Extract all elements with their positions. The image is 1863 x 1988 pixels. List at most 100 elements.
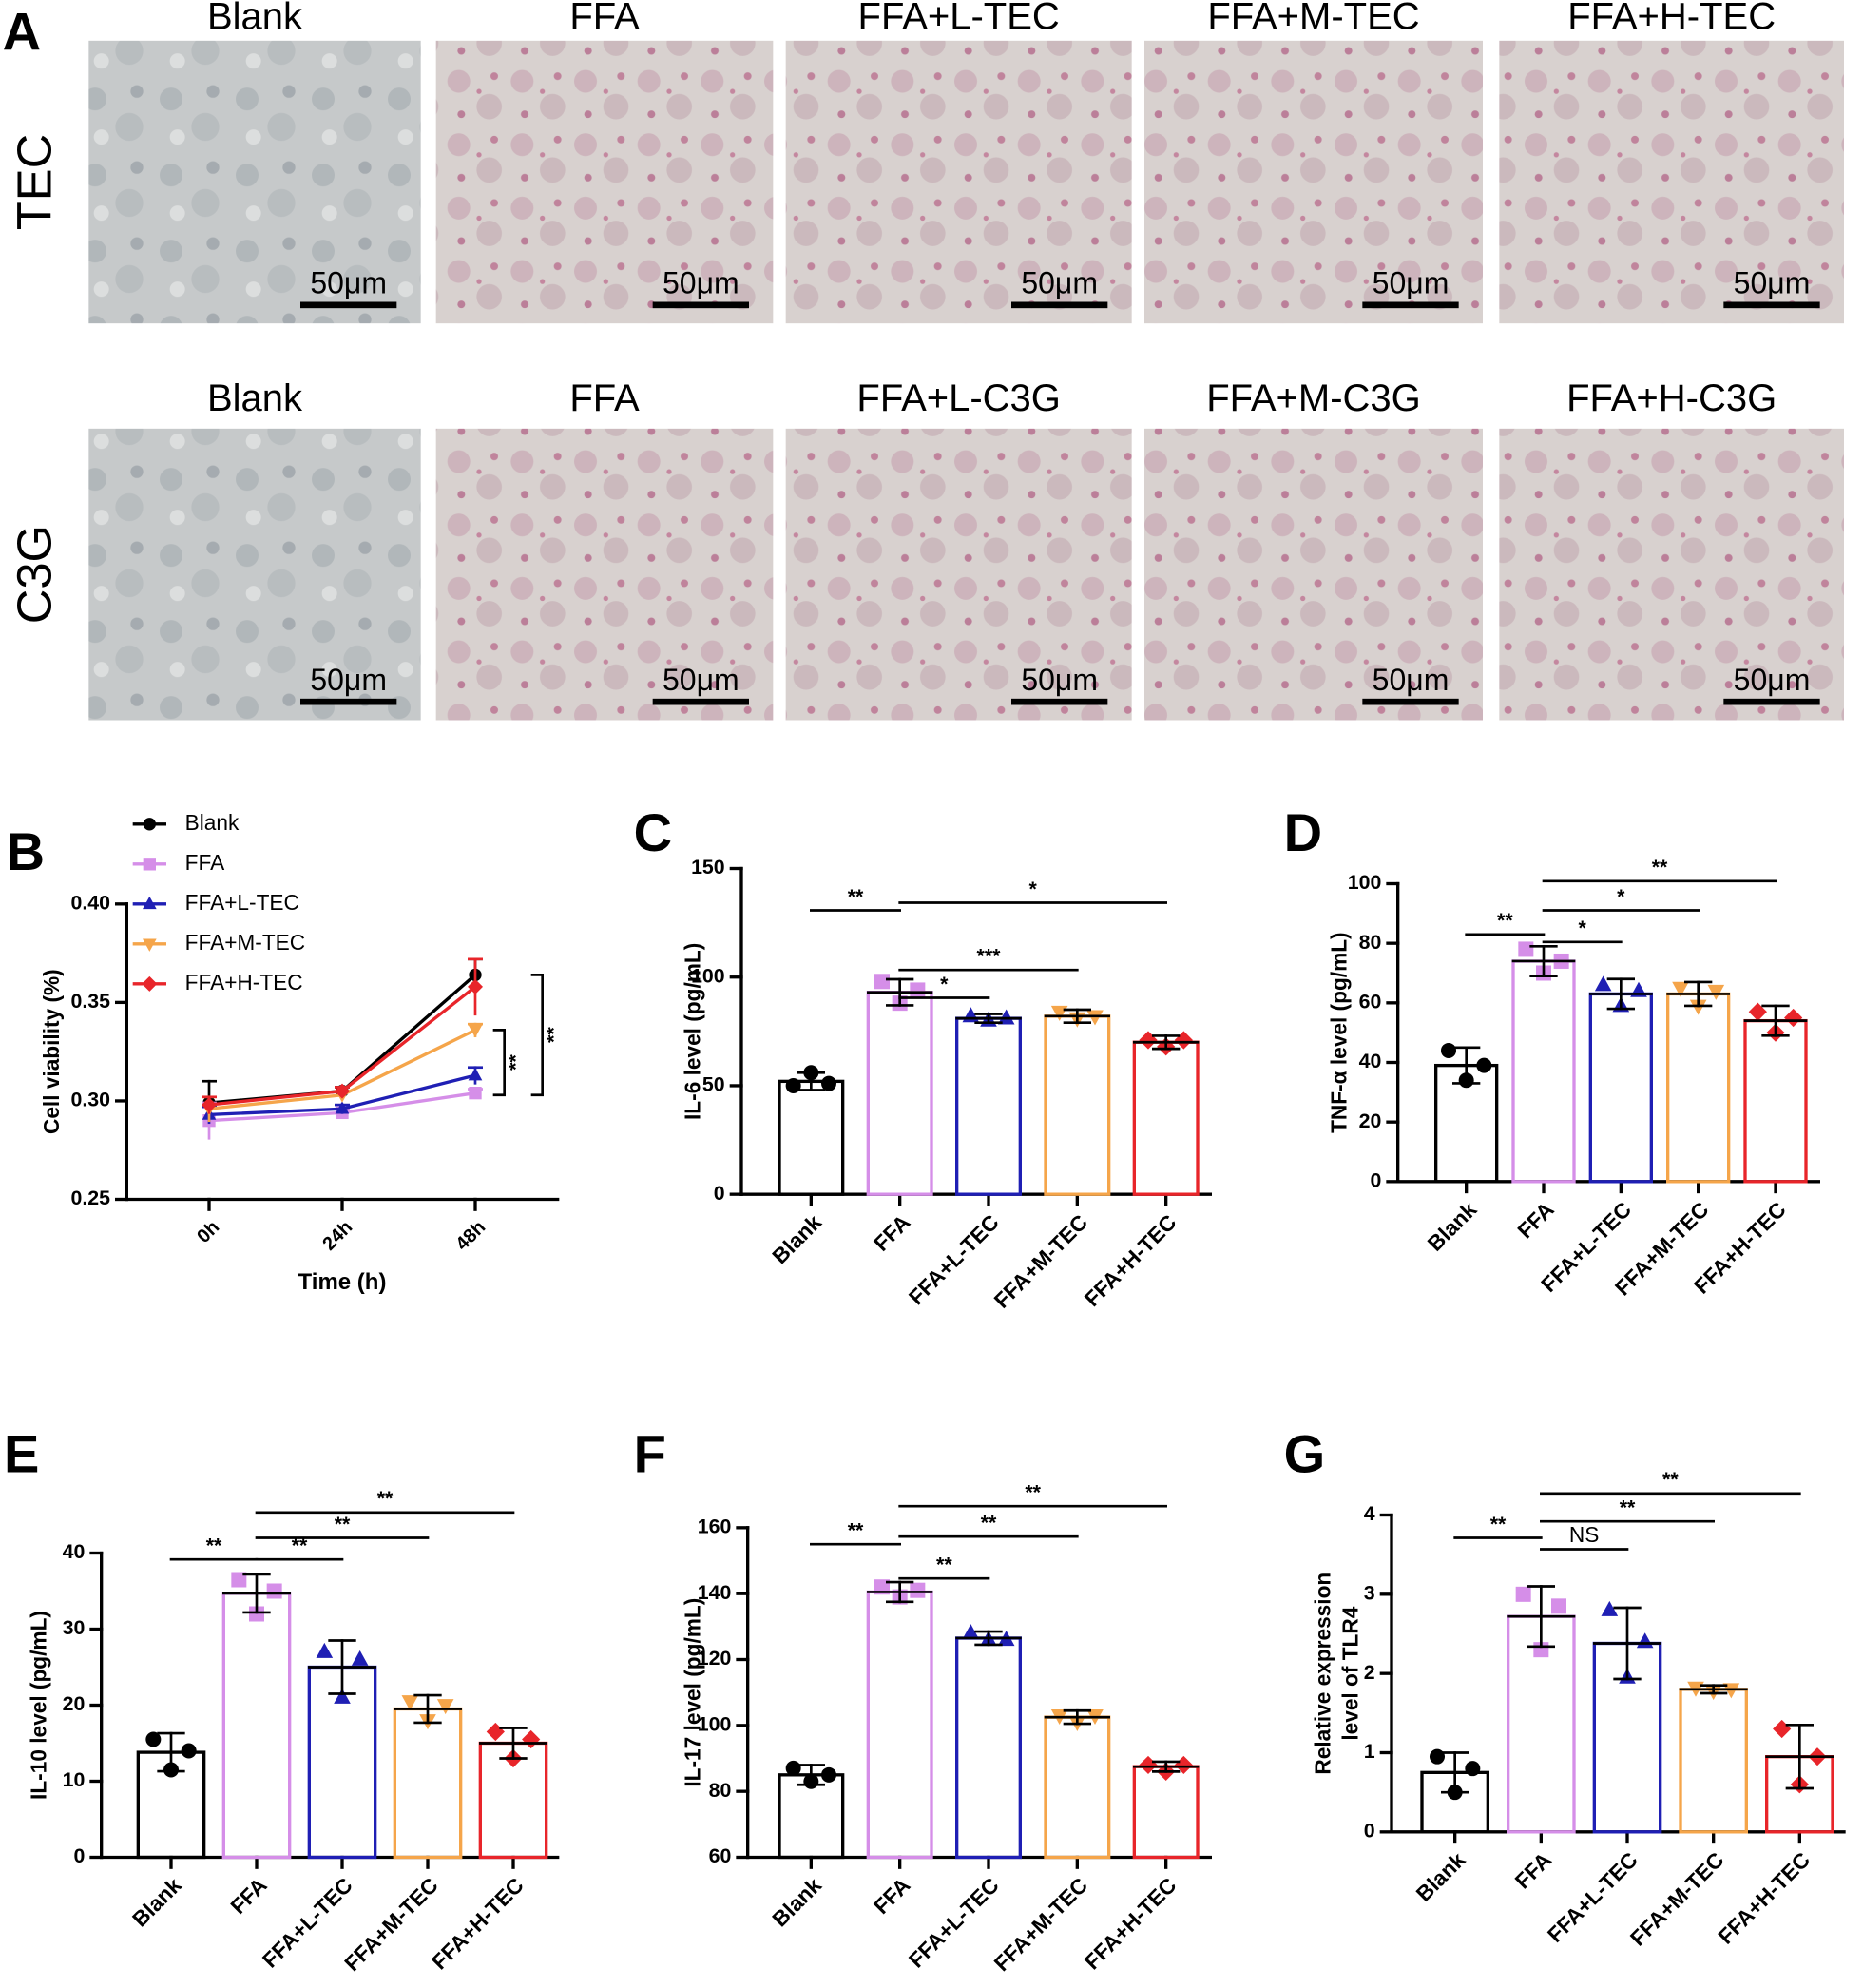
significance-label: ** bbox=[335, 1513, 351, 1535]
x-tick-label: 0h bbox=[193, 1217, 223, 1247]
bar bbox=[866, 1590, 933, 1860]
scale-bar bbox=[1362, 301, 1459, 309]
x-tick-label: FFA bbox=[1509, 1847, 1556, 1894]
marker bbox=[143, 896, 157, 910]
marker bbox=[1174, 1031, 1193, 1050]
marker bbox=[202, 1097, 217, 1113]
marker bbox=[335, 1083, 350, 1099]
marker bbox=[316, 1642, 334, 1658]
bar bbox=[1679, 1688, 1748, 1834]
significance-label: NS bbox=[1569, 1522, 1599, 1547]
marker bbox=[1672, 981, 1689, 997]
panel-label: A bbox=[3, 1, 41, 61]
micrograph bbox=[88, 428, 421, 721]
marker bbox=[1636, 1632, 1654, 1649]
column-label: FFA+L-C3G bbox=[856, 377, 1061, 419]
marker bbox=[821, 1075, 836, 1091]
y-tick-label: 20 bbox=[63, 1692, 86, 1715]
bar bbox=[1132, 1040, 1200, 1196]
y-tick-label: 0 bbox=[1364, 1819, 1375, 1842]
y-tick-label: 120 bbox=[698, 1647, 732, 1670]
x-tick-label: FFA+H-TEC bbox=[1713, 1847, 1815, 1949]
y-tick-label: 40 bbox=[63, 1540, 86, 1563]
panel-label: C bbox=[634, 802, 672, 862]
bar bbox=[778, 1079, 845, 1196]
y-tick-label: 100 bbox=[1348, 871, 1382, 894]
column-label: FFA+H-TEC bbox=[1567, 0, 1776, 38]
y-tick-label: 50 bbox=[702, 1073, 725, 1096]
y-tick-label: 0 bbox=[714, 1182, 725, 1205]
marker bbox=[266, 1583, 282, 1599]
marker bbox=[1594, 975, 1612, 992]
panel-label: E bbox=[4, 1423, 39, 1483]
marker bbox=[1784, 1008, 1803, 1028]
x-tick-label: FFA+M-TEC bbox=[989, 1873, 1092, 1977]
scale-bar-label: 50μm bbox=[310, 663, 387, 697]
marker bbox=[401, 1695, 419, 1711]
marker bbox=[1707, 984, 1725, 1000]
marker bbox=[486, 1722, 505, 1742]
marker bbox=[142, 975, 158, 992]
legend-label: FFA bbox=[185, 850, 225, 875]
marker bbox=[468, 978, 483, 994]
row-label: C3G bbox=[7, 525, 61, 624]
y-tick-label: 4 bbox=[1364, 1502, 1375, 1525]
x-tick-label: 48h bbox=[451, 1217, 490, 1255]
chart: E 0 10 20 30 40 IL-10 level (pg/mL) Blank FFA FFA… bbox=[4, 1423, 560, 1976]
scale-bar bbox=[1011, 698, 1108, 705]
micrograph bbox=[88, 40, 421, 324]
bar bbox=[1044, 1014, 1111, 1196]
y-tick-label: 30 bbox=[63, 1616, 86, 1639]
micrograph bbox=[785, 428, 1132, 721]
scale-bar bbox=[1362, 698, 1459, 705]
significance-label: ** bbox=[936, 1553, 952, 1575]
significance-label: ** bbox=[505, 1054, 528, 1071]
significance-label: * bbox=[1617, 885, 1625, 908]
y-tick-label: 140 bbox=[698, 1581, 732, 1604]
micrograph bbox=[1144, 40, 1483, 324]
y-tick-label: 0.35 bbox=[70, 990, 110, 1013]
x-tick-label: Blank bbox=[1411, 1847, 1469, 1906]
scale-bar-label: 50μm bbox=[663, 266, 739, 300]
x-tick-label: FFA+H-TEC bbox=[1079, 1209, 1181, 1311]
y-tick-label: 40 bbox=[1359, 1050, 1382, 1072]
marker bbox=[1748, 1002, 1767, 1021]
marker bbox=[1430, 1748, 1445, 1765]
legend-label: Blank bbox=[185, 810, 240, 835]
scale-bar bbox=[1723, 301, 1820, 309]
column-label: FFA+M-TEC bbox=[1207, 0, 1419, 38]
significance-label: ** bbox=[292, 1534, 308, 1556]
x-tick-label: FFA bbox=[1512, 1197, 1559, 1244]
marker bbox=[249, 1606, 264, 1622]
legend-label: FFA+H-TEC bbox=[185, 970, 303, 994]
marker bbox=[1689, 999, 1707, 1015]
y-tick-label: 60 bbox=[709, 1844, 732, 1867]
y-axis-label: IL-6 level (pg/mL) bbox=[681, 943, 705, 1120]
y-tick-label: 0.40 bbox=[70, 891, 110, 914]
scale-bar-label: 50μm bbox=[1373, 663, 1450, 697]
scale-bar bbox=[1723, 698, 1820, 705]
y-axis-label: Cell viability (%) bbox=[39, 969, 64, 1134]
significance-label: ** bbox=[1652, 856, 1668, 878]
y-axis-label: IL-10 level (pg/mL) bbox=[27, 1611, 51, 1800]
marker bbox=[997, 1009, 1015, 1025]
y-axis-label: Relative expression bbox=[1310, 1573, 1335, 1775]
chart: G 0 1 2 3 4 Relative expression level of TLR4 Bl… bbox=[1284, 1423, 1846, 1951]
column-label: FFA+L-TEC bbox=[858, 0, 1060, 38]
significance-label: * bbox=[940, 973, 949, 995]
y-tick-label: 0.30 bbox=[70, 1089, 110, 1111]
significance-bracket bbox=[530, 974, 544, 1097]
panel-label: D bbox=[1284, 802, 1322, 862]
marker bbox=[1722, 1683, 1740, 1699]
panel-label: B bbox=[7, 821, 45, 881]
x-tick-label: FFA+M-TEC bbox=[989, 1209, 1092, 1313]
x-tick-label: FFA bbox=[225, 1873, 272, 1920]
marker bbox=[1601, 1600, 1619, 1616]
marker bbox=[1518, 941, 1534, 957]
y-tick-label: 100 bbox=[691, 964, 725, 987]
micrograph bbox=[785, 40, 1132, 324]
marker bbox=[468, 1068, 483, 1081]
marker bbox=[1050, 1005, 1068, 1021]
column-label: FFA+M-C3G bbox=[1206, 377, 1421, 419]
